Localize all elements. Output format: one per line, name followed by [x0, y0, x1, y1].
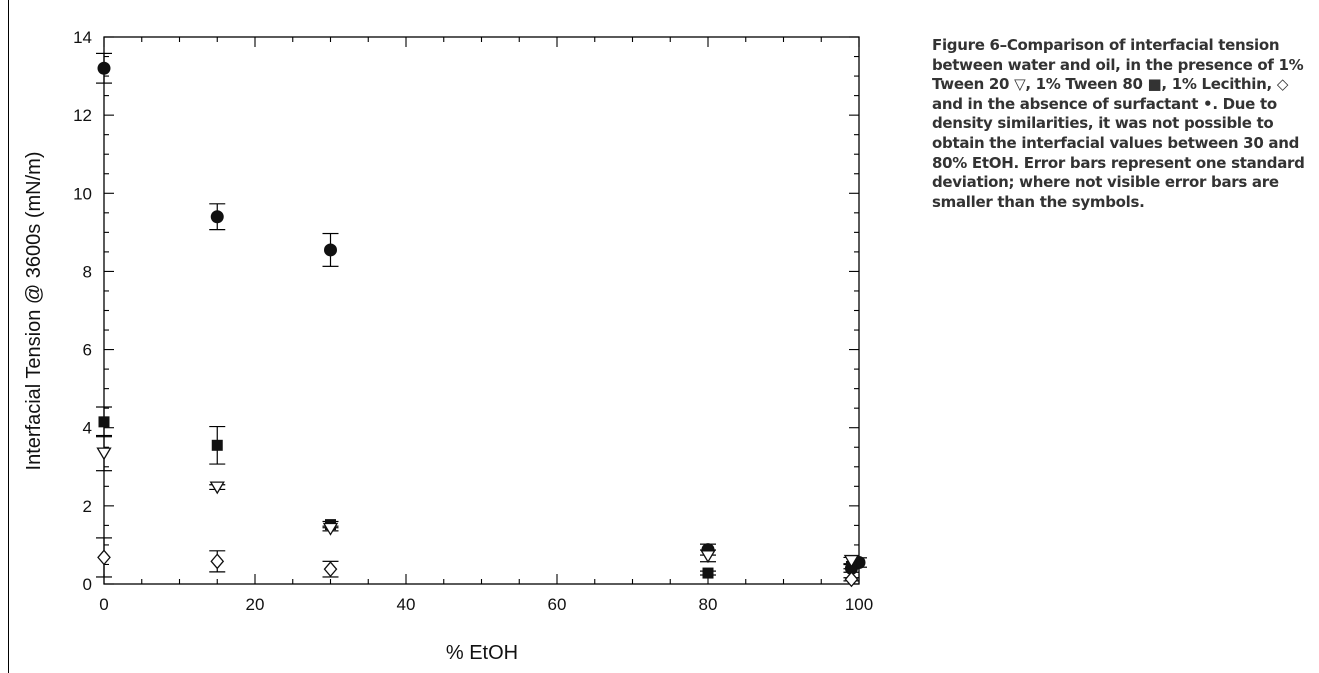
plot-frame — [103, 36, 860, 585]
data-markers — [96, 61, 866, 588]
x-tick-label: 20 — [246, 595, 265, 614]
data-point-triangle — [843, 554, 860, 568]
data-point-diamond — [210, 553, 225, 570]
data-point-circle — [97, 61, 111, 75]
data-point-circle — [210, 210, 224, 224]
x-tick-label: 100 — [845, 595, 873, 614]
data-point-triangle — [209, 481, 225, 495]
y-tick-label: 8 — [83, 262, 92, 281]
data-point-triangle — [700, 550, 716, 564]
data-point-diamond — [323, 561, 338, 578]
data-point-square — [211, 439, 223, 451]
y-axis-title: Interfacial Tension @ 3600s (mN/m) — [23, 152, 45, 471]
tick-labels: 0 20 40 60 80 100 0 2 4 6 8 10 12 14 — [73, 28, 873, 614]
x-tick-label: 40 — [397, 595, 416, 614]
y-tick-label: 0 — [83, 575, 92, 594]
x-tick-label: 60 — [548, 595, 567, 614]
axis-ticks — [103, 36, 860, 585]
y-tick-label: 12 — [73, 106, 92, 125]
data-point-triangle — [96, 447, 112, 461]
data-point-square — [98, 416, 110, 428]
y-tick-label: 6 — [83, 341, 92, 360]
data-point-square — [702, 567, 714, 579]
error-bars — [96, 52, 867, 582]
data-point-diamond — [844, 571, 859, 588]
data-point-circle — [324, 243, 337, 257]
plot-area: 0 20 40 60 80 100 0 2 4 6 8 10 12 14 — [73, 28, 873, 614]
chart: 0 20 40 60 80 100 0 2 4 6 8 10 12 14 % EtOH Interfaci… — [23, 28, 873, 664]
y-tick-label: 14 — [73, 28, 92, 47]
figure-caption: Figure 6–Comparison of interfacial tensi… — [932, 36, 1305, 211]
page-frame — [8, 0, 1319, 673]
x-axis-title: % EtOH — [446, 642, 518, 664]
y-tick-label: 4 — [83, 419, 92, 438]
data-point-diamond — [97, 549, 111, 566]
data-point-triangle — [322, 522, 339, 536]
x-tick-label: 80 — [699, 595, 718, 614]
y-tick-label: 10 — [73, 184, 92, 203]
x-tick-label: 0 — [99, 595, 108, 614]
y-tick-label: 2 — [83, 497, 92, 516]
